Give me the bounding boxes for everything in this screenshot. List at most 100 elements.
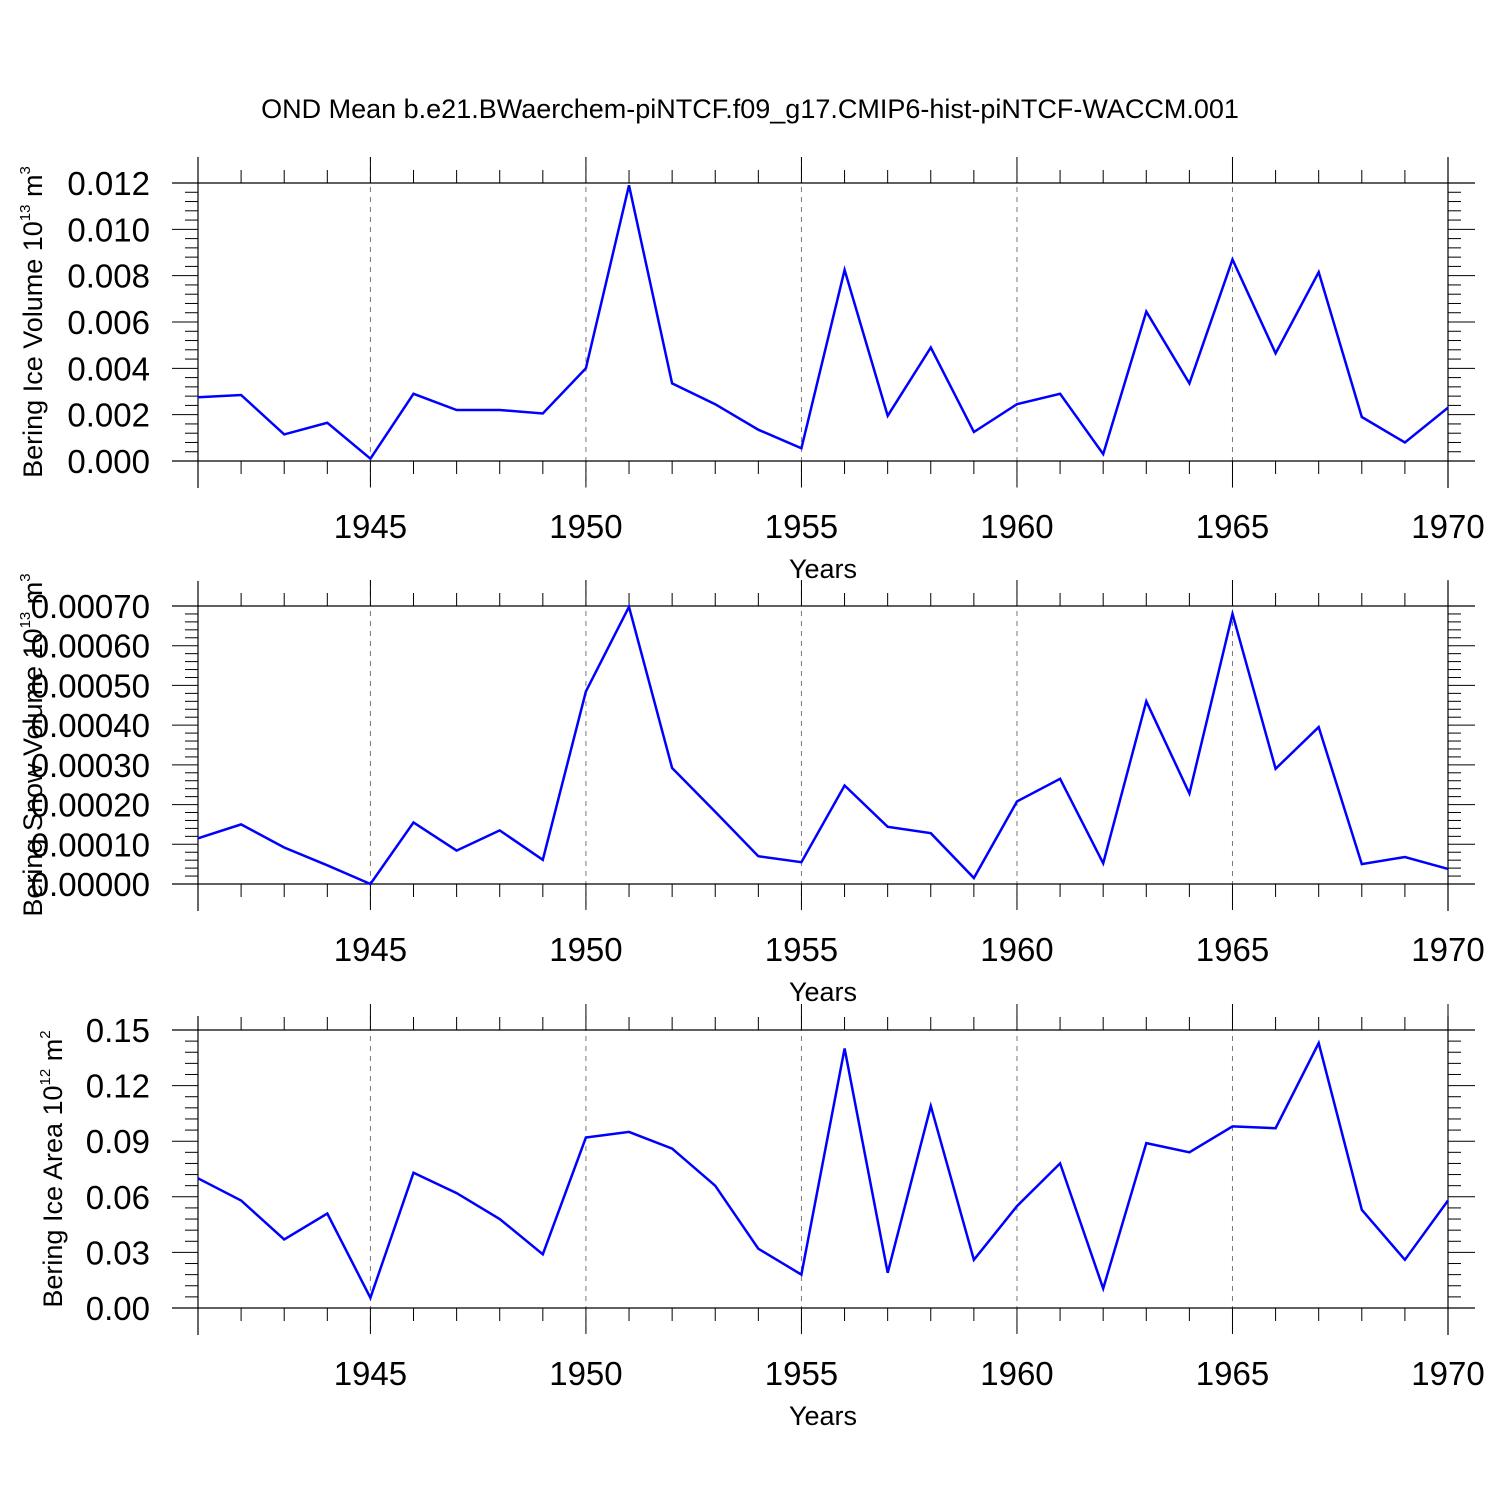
- data-point: [843, 1047, 847, 1051]
- series-line: [197, 1039, 1450, 1301]
- y-tick-label: 0.00070: [31, 588, 150, 625]
- data-point: [196, 1176, 200, 1180]
- y-axis-label: Bering Snow Volume 1013 m3: [17, 573, 48, 916]
- data-point: [1360, 862, 1364, 866]
- data-point: [498, 828, 502, 832]
- data-point: [1446, 406, 1450, 410]
- y-tick-label: 0.00060: [31, 628, 150, 665]
- y-tick-label: 0.00030: [31, 747, 150, 784]
- y-tick-label: 0.006: [67, 304, 150, 341]
- y-axis-label-text: Bering Ice Volume 10: [18, 221, 48, 478]
- y-axis-label-exponent: 12: [37, 1069, 54, 1086]
- x-axis-label: Years: [789, 1401, 857, 1431]
- data-point: [713, 1184, 717, 1188]
- data-point: [929, 831, 933, 835]
- data-point: [584, 366, 588, 370]
- panel-ice-volume: 1945 1950 1955 1960 1965 1970 Years 0.000 0.002 0…: [17, 157, 1485, 584]
- data-point: [541, 1252, 545, 1256]
- data-point: [1101, 861, 1105, 865]
- y-tick-label: 0.03: [86, 1234, 150, 1271]
- series-line: [197, 603, 1449, 886]
- data-point: [799, 446, 803, 450]
- y-axis-label-unit-exponent: 3: [17, 573, 34, 581]
- y-tick-label: 0.00040: [31, 707, 150, 744]
- data-point: [282, 846, 286, 850]
- data-point: [584, 689, 588, 693]
- data-point: [1360, 1208, 1364, 1212]
- data-point: [196, 836, 200, 840]
- data-point: [239, 822, 243, 826]
- data-point: [498, 1217, 502, 1221]
- data-point: [972, 430, 976, 434]
- data-point: [541, 412, 545, 416]
- data-point: [1403, 1258, 1407, 1262]
- y-tick-label: 0.09: [86, 1123, 150, 1160]
- data-point: [713, 402, 717, 406]
- data-point: [1360, 415, 1364, 419]
- x-tick-label: 1955: [765, 1355, 838, 1392]
- y-axis-label-unit-exponent: 2: [37, 1030, 54, 1038]
- data-point: [1274, 767, 1278, 771]
- data-point: [756, 1247, 760, 1251]
- data-point: [1446, 867, 1450, 871]
- data-point: [455, 408, 459, 412]
- x-tick-label: 1960: [980, 931, 1053, 968]
- data-point: [843, 268, 847, 272]
- data-point: [455, 849, 459, 853]
- y-tick-label: 0.002: [67, 397, 150, 434]
- data-point: [1231, 612, 1235, 616]
- data-point: [1144, 1141, 1148, 1145]
- data-point: [1058, 392, 1062, 396]
- y-tick-label: 0.00020: [31, 787, 150, 824]
- x-axis-label: Years: [789, 977, 857, 1007]
- data-point: [972, 876, 976, 880]
- x-axis-label: Years: [789, 554, 857, 584]
- data-point: [282, 1237, 286, 1241]
- x-tick-label: 1965: [1196, 1355, 1269, 1392]
- data-point: [455, 1191, 459, 1195]
- data-point: [670, 381, 674, 385]
- y-tick-label: 0.004: [67, 350, 150, 387]
- x-tick-label: 1945: [334, 1355, 407, 1392]
- x-tick-label: 1950: [549, 508, 622, 545]
- x-tick-label: 1955: [765, 931, 838, 968]
- y-tick-label: 0.15: [86, 1012, 150, 1049]
- x-tick-label: 1970: [1411, 931, 1484, 968]
- x-tick-label: 1965: [1196, 931, 1269, 968]
- data-point: [1101, 452, 1105, 456]
- y-tick-label: 0.00: [86, 1290, 150, 1327]
- y-axis-label: Bering Ice Area 1012 m2: [37, 1030, 68, 1307]
- y-axis-label-exponent: 13: [17, 612, 34, 629]
- data-point: [1058, 1161, 1062, 1165]
- x-tick-label: 1970: [1411, 1355, 1484, 1392]
- data-point: [799, 1273, 803, 1277]
- x-tick-label: 1950: [549, 931, 622, 968]
- data-point: [886, 825, 890, 829]
- x-tick-label: 1955: [765, 508, 838, 545]
- data-point: [325, 421, 329, 425]
- y-tick-label: 0.12: [86, 1068, 150, 1105]
- y-tick-label: 0.000: [67, 443, 150, 480]
- y-axis-label-unit: m: [18, 582, 48, 612]
- data-point: [1317, 270, 1321, 274]
- data-point: [756, 428, 760, 432]
- data-point: [929, 1104, 933, 1108]
- data-point: [1058, 777, 1062, 781]
- data-point: [1015, 402, 1019, 406]
- data-point: [1144, 699, 1148, 703]
- y-tick-label: 0.00010: [31, 826, 150, 863]
- data-point: [1274, 351, 1278, 355]
- data-point: [282, 432, 286, 436]
- data-point: [627, 605, 631, 609]
- data-point: [196, 395, 200, 399]
- data-point: [498, 408, 502, 412]
- data-point: [670, 766, 674, 770]
- data-point: [713, 810, 717, 814]
- data-point: [1144, 310, 1148, 314]
- data-point: [843, 784, 847, 788]
- data-point: [1187, 381, 1191, 385]
- data-point: [929, 346, 933, 350]
- data-point: [1317, 725, 1321, 729]
- data-point: [1446, 1199, 1450, 1203]
- x-tick-label: 1945: [334, 508, 407, 545]
